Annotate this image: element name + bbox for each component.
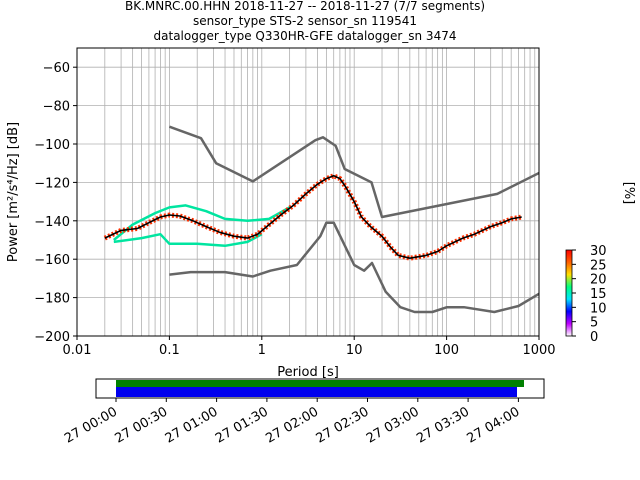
y-tick-label: −200 bbox=[34, 330, 70, 345]
timeline-data-bar bbox=[116, 387, 517, 397]
y-tick-label: −80 bbox=[43, 100, 70, 115]
colorbar-tick-label: 20 bbox=[590, 273, 607, 288]
timeline-tick-label: 27 00:00 bbox=[62, 404, 120, 446]
plot-frame bbox=[76, 47, 540, 337]
timeline-tick-label: 27 01:00 bbox=[163, 404, 221, 446]
title-line-1: BK.MNRC.00.HHN 2018-11-27 -- 2018-11-27 … bbox=[125, 0, 485, 13]
colorbar bbox=[565, 249, 573, 337]
colorbar-tick-label: 30 bbox=[590, 244, 607, 259]
series-low-noise-model bbox=[169, 221, 539, 314]
x-tick-label: 100 bbox=[434, 343, 459, 358]
y-tick-label: −140 bbox=[34, 215, 70, 230]
plot-grid bbox=[76, 48, 539, 337]
y-axis-ticks: −60 −80 −100 −120 −140 −160 −180 −200 bbox=[34, 61, 77, 345]
x-axis-label: Period [s] bbox=[277, 365, 339, 380]
timeline-tick-label: 27 03:00 bbox=[364, 404, 422, 446]
x-tick-label: 1000 bbox=[522, 343, 555, 358]
series-psd-spread-lower bbox=[113, 232, 263, 248]
y-tick-label: −180 bbox=[34, 292, 70, 307]
y-tick-label: −100 bbox=[34, 138, 70, 153]
x-tick-label: 0.1 bbox=[159, 343, 180, 358]
x-tick-label: 0.01 bbox=[63, 343, 92, 358]
x-tick-label: 1 bbox=[258, 343, 266, 358]
colorbar-tick-label: 25 bbox=[590, 258, 607, 273]
x-tick-label: 10 bbox=[346, 343, 363, 358]
colorbar-tick-label: 10 bbox=[590, 301, 607, 316]
timeline-tick-label: 27 03:30 bbox=[414, 404, 472, 446]
series-psd-spread-upper bbox=[113, 204, 291, 241]
colorbar-label: [%] bbox=[621, 182, 636, 205]
title-line-3: datalogger_type Q330HR-GFE datalogger_sn… bbox=[154, 29, 457, 43]
y-axis-label: Power [m²/s⁴/Hz] [dB] bbox=[6, 122, 21, 262]
series-mode bbox=[104, 174, 522, 260]
y-tick-label: −60 bbox=[43, 61, 70, 76]
title-line-2: sensor_type STS-2 sensor_sn 119541 bbox=[193, 14, 417, 28]
timeline-tick-label: 27 04:00 bbox=[465, 404, 523, 446]
colorbar-tick-label: 0 bbox=[590, 330, 598, 345]
y-tick-label: −160 bbox=[34, 253, 70, 268]
x-axis-ticks: 0.01 0.1 1 10 100 1000 bbox=[63, 336, 556, 358]
y-tick-label: −120 bbox=[34, 176, 70, 191]
timeline-tick-label: 27 02:00 bbox=[263, 404, 321, 446]
chart-title: BK.MNRC.00.HHN 2018-11-27 -- 2018-11-27 … bbox=[125, 0, 485, 43]
plot-series bbox=[103, 125, 539, 314]
series-high-noise-model bbox=[168, 125, 539, 219]
colorbar-tick-label: 15 bbox=[590, 287, 607, 302]
timeline-tick-label: 27 00:30 bbox=[112, 404, 170, 446]
timeline-tick-label: 27 02:30 bbox=[314, 404, 372, 446]
timeline-tick-label: 27 01:30 bbox=[213, 404, 271, 446]
timeline-coverage-bar bbox=[116, 380, 524, 387]
colorbar-tick-label: 5 bbox=[590, 316, 598, 331]
